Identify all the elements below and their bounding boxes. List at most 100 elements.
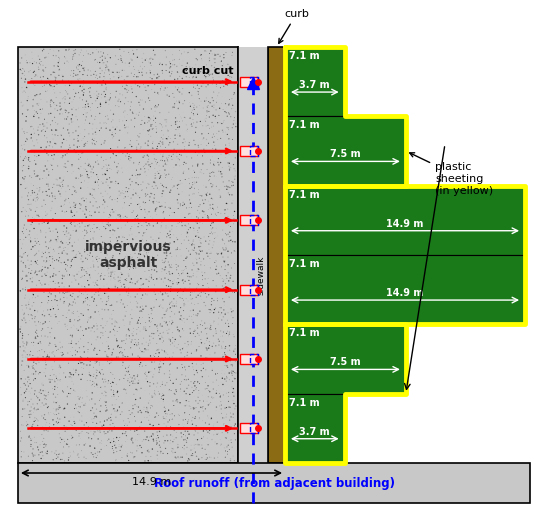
Point: [170, 295, 178, 303]
Point: [74, 104, 82, 112]
Point: [199, 79, 208, 88]
Point: [125, 259, 133, 267]
Point: [25, 164, 33, 173]
Point: [223, 374, 231, 382]
Point: [68, 433, 77, 441]
Point: [96, 99, 105, 107]
Point: [154, 74, 163, 82]
Point: [166, 72, 175, 80]
Point: [54, 151, 63, 159]
Point: [211, 229, 219, 237]
Point: [49, 143, 57, 151]
Point: [108, 349, 116, 357]
Point: [209, 394, 217, 403]
Point: [203, 279, 212, 288]
Point: [147, 132, 155, 140]
Point: [89, 202, 98, 210]
Point: [202, 115, 210, 123]
Point: [210, 317, 218, 325]
Point: [133, 447, 141, 455]
Point: [70, 321, 78, 329]
Point: [20, 78, 29, 86]
Point: [78, 87, 86, 95]
Point: [51, 296, 59, 304]
Point: [16, 437, 25, 445]
Point: [209, 218, 217, 227]
Point: [172, 396, 181, 404]
Point: [146, 212, 155, 220]
Point: [195, 95, 204, 103]
Point: [111, 102, 120, 110]
Point: [183, 457, 192, 465]
Point: [231, 154, 240, 162]
Point: [172, 434, 181, 442]
Point: [51, 279, 59, 287]
Point: [83, 318, 92, 326]
Point: [208, 102, 217, 110]
Point: [141, 190, 150, 198]
Point: [64, 46, 73, 54]
Point: [197, 361, 205, 369]
Point: [39, 414, 48, 422]
Point: [181, 409, 189, 417]
Point: [168, 307, 176, 316]
Point: [110, 407, 119, 415]
Point: [47, 290, 56, 298]
Point: [188, 388, 197, 397]
Point: [74, 313, 83, 321]
Point: [105, 174, 114, 182]
Point: [179, 167, 188, 175]
Point: [146, 397, 154, 405]
Point: [197, 97, 205, 105]
Point: [205, 342, 214, 350]
Point: [59, 78, 68, 87]
Point: [208, 153, 217, 161]
Point: [36, 319, 45, 327]
Point: [218, 126, 227, 134]
Point: [101, 91, 110, 99]
Point: [65, 454, 73, 462]
Point: [50, 62, 58, 70]
Point: [182, 121, 191, 129]
Point: [175, 46, 184, 54]
Point: [220, 301, 229, 309]
Point: [155, 420, 163, 429]
Point: [98, 164, 106, 173]
Point: [75, 348, 84, 356]
Point: [92, 288, 100, 296]
Point: [189, 190, 197, 198]
Point: [193, 219, 202, 228]
Point: [180, 145, 189, 153]
Point: [123, 149, 132, 157]
Point: [227, 422, 236, 431]
Point: [36, 320, 44, 328]
Point: [225, 110, 234, 119]
Point: [162, 134, 171, 143]
Point: [70, 448, 78, 457]
Point: [181, 97, 189, 105]
Point: [209, 332, 218, 340]
Point: [21, 212, 30, 220]
Point: [93, 280, 101, 289]
Point: [201, 340, 209, 348]
Point: [184, 430, 193, 438]
Point: [52, 313, 60, 321]
Point: [135, 229, 143, 237]
Point: [181, 114, 189, 122]
Point: [185, 362, 194, 371]
Point: [42, 449, 50, 457]
Point: [159, 149, 168, 157]
Point: [94, 160, 102, 168]
Point: [49, 68, 58, 76]
Point: [63, 309, 72, 317]
Point: [170, 209, 178, 217]
Point: [36, 441, 44, 449]
Point: [131, 215, 140, 223]
Point: [81, 222, 89, 231]
Point: [174, 219, 182, 228]
Point: [68, 208, 77, 216]
Point: [195, 343, 203, 351]
Point: [165, 335, 174, 343]
Point: [193, 56, 202, 64]
Point: [184, 210, 193, 218]
